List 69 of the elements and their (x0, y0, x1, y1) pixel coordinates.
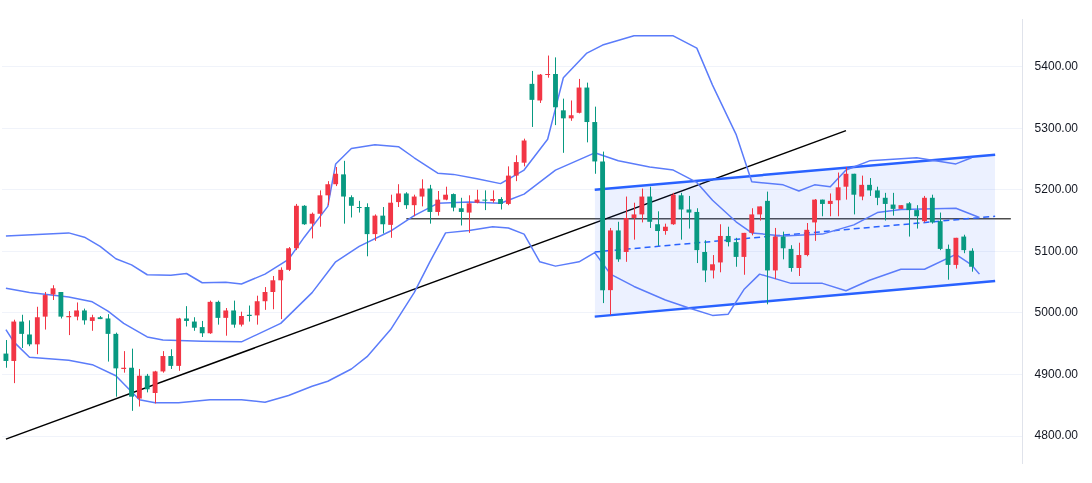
candlestick (348, 194, 354, 218)
candlestick (725, 226, 731, 247)
candlestick (513, 154, 519, 182)
candlestick (270, 275, 276, 310)
candlestick (961, 234, 967, 254)
candlestick (396, 183, 401, 208)
candlestick (922, 195, 927, 223)
y-tick-label: 5300.00 (1034, 120, 1079, 135)
candlestick (914, 204, 920, 230)
y-tick-label: 5100.00 (1034, 243, 1079, 258)
y-tick-label: 4900.00 (1034, 366, 1079, 381)
candlestick (325, 180, 331, 206)
candlestick (969, 247, 975, 273)
candlestick (835, 172, 841, 217)
candlestick (906, 201, 912, 238)
candlestick (152, 370, 158, 404)
candlestick (301, 204, 307, 226)
candlestick (388, 194, 394, 239)
candlestick (890, 192, 896, 217)
candlestick (223, 307, 229, 337)
candlestick (851, 173, 857, 215)
candlestick (286, 246, 291, 272)
candlestick (411, 194, 417, 217)
candlestick (254, 295, 260, 326)
candlestick (278, 266, 284, 320)
candlestick (42, 291, 48, 331)
candlestick (678, 192, 684, 241)
candlestick (780, 231, 786, 260)
candlestick (3, 339, 9, 369)
candlestick (27, 319, 32, 347)
candlestick (435, 190, 441, 217)
candlestick (466, 194, 472, 234)
candlestick (545, 55, 551, 79)
y-tick-label: 4800.00 (1034, 428, 1079, 443)
candlestick (168, 348, 174, 370)
y-tick-label: 5400.00 (1034, 58, 1079, 73)
candlestick (19, 314, 25, 349)
candlestick (796, 242, 802, 277)
candlestick (356, 200, 362, 214)
candlestick (568, 99, 574, 122)
candlestick (372, 213, 378, 242)
candlestick (655, 210, 660, 247)
candlestick (686, 195, 692, 230)
candlestick (215, 300, 221, 326)
candlestick (380, 206, 386, 234)
candlestick (874, 186, 880, 206)
candlestick (144, 373, 150, 393)
candlestick (427, 184, 433, 225)
candlestick (184, 305, 189, 327)
candlestick (341, 160, 346, 225)
candlestick (827, 192, 833, 217)
candlestick (482, 189, 488, 211)
candlestick (521, 138, 527, 167)
candlestick (560, 98, 566, 154)
candlestick (231, 300, 237, 329)
y-tick-label: 5200.00 (1034, 182, 1079, 197)
candlestick (812, 198, 818, 242)
candlestick (458, 197, 464, 226)
candlestick (309, 212, 315, 239)
candlestick (639, 188, 645, 223)
candlestick (702, 239, 708, 283)
candlestick (749, 207, 755, 236)
candlestick (882, 192, 888, 222)
candlestick (136, 368, 142, 408)
candlestick (859, 175, 865, 201)
y-tick-label: 5000.00 (1034, 305, 1079, 320)
candlestick (333, 166, 339, 187)
candlestick (490, 189, 496, 204)
candlestick (710, 254, 715, 279)
